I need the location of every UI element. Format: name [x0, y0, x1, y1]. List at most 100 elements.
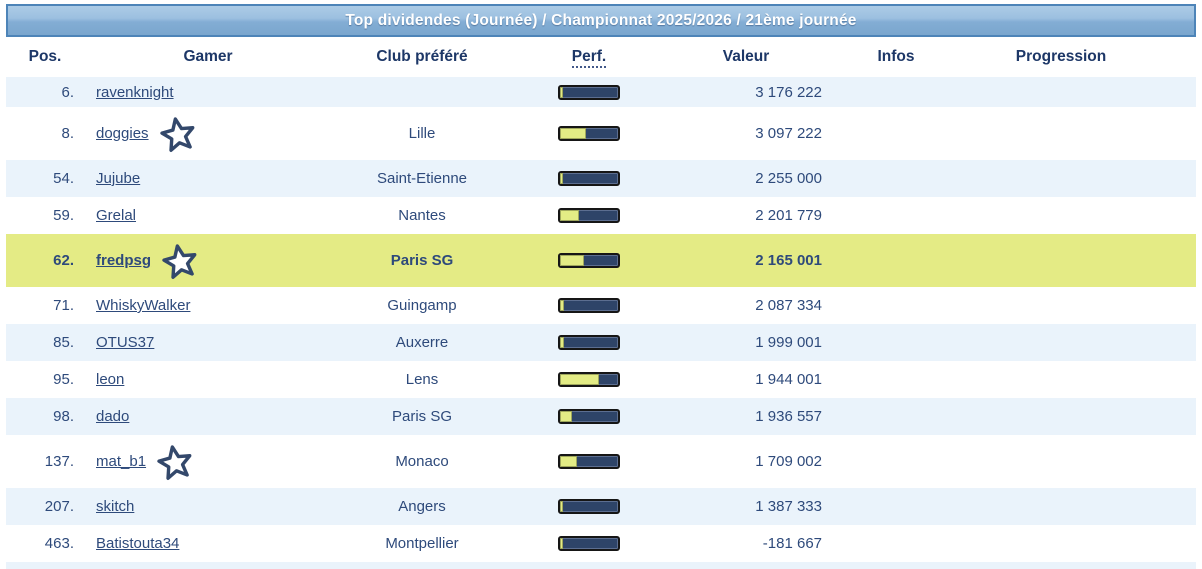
position-cell: 71. — [53, 297, 74, 314]
value-cell: 2 165 001 — [755, 252, 822, 269]
perf-cell — [512, 335, 666, 350]
performance-bar — [558, 208, 620, 223]
performance-bar — [558, 171, 620, 186]
club-cell: Monaco — [395, 453, 449, 470]
performance-bar — [558, 454, 620, 469]
favorite-star-icon — [160, 241, 200, 281]
column-header-perf[interactable]: Perf. — [512, 48, 666, 68]
performance-bar — [558, 84, 620, 100]
performance-bar-fill — [560, 501, 563, 512]
gamer-cell: OTUS37 — [84, 334, 332, 351]
club-cell: Lens — [405, 371, 439, 388]
perf-cell — [512, 84, 666, 100]
performance-bar-fill — [560, 255, 585, 266]
table-row: 207. skitch Angers 1 387 333 — [6, 488, 1196, 525]
perf-cell — [512, 253, 666, 268]
position-cell: 62. — [53, 252, 74, 269]
performance-bar — [558, 253, 620, 268]
table-body: 6. ravenknight 3 176 222 8. doggies Lill… — [6, 77, 1196, 569]
table-header-row: Pos. Gamer Club préféré Perf. Valeur Inf… — [6, 37, 1196, 77]
gamer-cell: ravenknight — [84, 84, 332, 101]
gamer-link[interactable]: doggies — [96, 125, 149, 142]
table-row: 8. doggies Lille 3 097 222 — [6, 107, 1196, 160]
gamer-link[interactable]: ravenknight — [96, 83, 174, 101]
page-title: Top dividendes (Journée) / Championnat 2… — [345, 11, 857, 29]
gamer-cell: dado — [84, 408, 332, 425]
gamer-cell: Batistouta34 — [84, 535, 332, 552]
performance-bar-fill — [560, 411, 572, 422]
gamer-link[interactable]: mat_b1 — [96, 453, 147, 470]
value-cell: 2 201 779 — [755, 207, 822, 224]
value-cell: -181 667 — [762, 535, 822, 552]
position-cell: 95. — [53, 371, 74, 388]
position-cell: 137. — [44, 453, 74, 470]
perf-cell — [512, 409, 666, 424]
gamer-link[interactable]: leon — [96, 371, 125, 388]
gamer-cell: leon — [84, 371, 332, 388]
gamer-link[interactable]: Grelal — [96, 207, 137, 224]
perf-cell — [512, 372, 666, 387]
gamer-link[interactable]: OTUS37 — [96, 334, 155, 351]
performance-bar — [558, 372, 620, 387]
performance-bar-fill — [560, 86, 564, 98]
gamer-link[interactable]: Jujube — [96, 170, 141, 187]
value-cell: 1 387 333 — [755, 498, 822, 515]
perf-cell — [512, 171, 666, 186]
performance-bar-fill — [560, 456, 578, 467]
value-cell: 1 936 557 — [755, 408, 822, 425]
gamer-link[interactable]: WhiskyWalker — [96, 297, 191, 314]
performance-bar-fill — [560, 538, 563, 549]
gamer-link[interactable]: skitch — [96, 498, 135, 515]
table-row: 54. Jujube Saint-Etienne 2 255 000 — [6, 160, 1196, 197]
perf-cell — [512, 126, 666, 141]
favorite-star-icon — [155, 442, 195, 482]
column-header-infos: Infos — [877, 48, 915, 65]
gamer-cell: Jujube — [84, 170, 332, 187]
value-cell: 3 176 222 — [755, 83, 822, 101]
gamer-link[interactable]: Batistouta34 — [96, 535, 180, 552]
value-cell: 1 944 001 — [755, 371, 822, 388]
perf-cell — [512, 298, 666, 313]
performance-bar-fill — [560, 128, 587, 139]
column-header-club: Club préféré — [376, 48, 468, 65]
club-cell: Angers — [398, 498, 446, 515]
gamer-link[interactable]: fredpsg — [96, 252, 152, 269]
club-cell: Auxerre — [395, 334, 449, 351]
perf-cell — [512, 208, 666, 223]
position-cell: 59. — [53, 207, 74, 224]
table-row: 62. fredpsg Paris SG 2 165 001 — [6, 234, 1196, 287]
position-cell: 85. — [53, 334, 74, 351]
performance-bar-fill — [560, 300, 565, 311]
table-row: 85. OTUS37 Auxerre 1 999 001 — [6, 324, 1196, 361]
club-cell: Paris SG — [391, 408, 452, 425]
performance-bar-fill — [560, 374, 600, 385]
performance-bar — [558, 298, 620, 313]
gamer-link[interactable]: dado — [96, 408, 130, 425]
gamer-cell: skitch — [84, 498, 332, 515]
column-header-valeur: Valeur — [722, 48, 770, 65]
position-cell: 98. — [53, 408, 74, 425]
performance-bar — [558, 409, 620, 424]
partial-table-row — [6, 562, 1196, 569]
gamer-cell: Grelal — [84, 207, 332, 224]
performance-bar — [558, 126, 620, 141]
perf-cell — [512, 536, 666, 551]
leaderboard-title-banner: Top dividendes (Journée) / Championnat 2… — [6, 4, 1196, 37]
performance-bar — [558, 335, 620, 350]
leaderboard-table: Pos. Gamer Club préféré Perf. Valeur Inf… — [6, 37, 1196, 569]
performance-bar — [558, 499, 620, 514]
table-row: 137. mat_b1 Monaco 1 709 002 — [6, 435, 1196, 488]
gamer-cell: mat_b1 — [84, 442, 332, 482]
table-row: 98. dado Paris SG 1 936 557 — [6, 398, 1196, 435]
column-header-pos: Pos. — [28, 48, 62, 65]
club-cell: Guingamp — [387, 297, 457, 314]
value-cell: 3 097 222 — [755, 125, 822, 142]
column-header-gamer: Gamer — [183, 48, 233, 65]
club-cell: Montpellier — [385, 535, 459, 552]
club-cell: Lille — [408, 125, 436, 142]
table-row: 59. Grelal Nantes 2 201 779 — [6, 197, 1196, 234]
perf-cell — [512, 454, 666, 469]
position-cell: 6. — [61, 83, 74, 101]
value-cell: 2 255 000 — [755, 170, 822, 187]
